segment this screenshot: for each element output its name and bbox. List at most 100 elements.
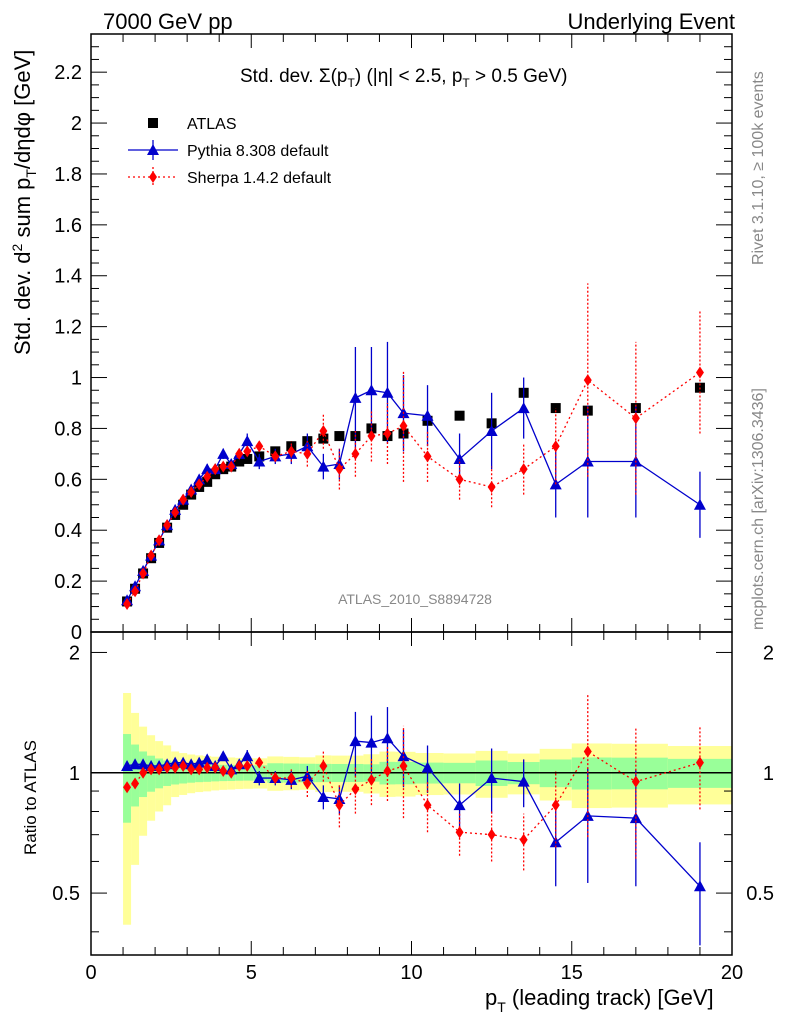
watermark-analysis-id: ATLAS_2010_S8894728 <box>338 591 492 607</box>
ratio-point <box>319 759 328 772</box>
ratio-point <box>201 753 214 765</box>
data-point <box>349 391 362 403</box>
ratio-point <box>147 763 156 776</box>
plot-title: Std. dev. Σ(pT) (|η| < 2.5, pT > 0.5 GeV… <box>240 66 567 90</box>
y-tick-label: 0.4 <box>54 520 82 542</box>
data-point <box>131 585 140 598</box>
data-point <box>242 453 253 464</box>
ratio-y-tick-label: 2 <box>69 642 80 664</box>
svg-text:pT (leading track) [GeV]: pT (leading track) [GeV] <box>485 985 714 1015</box>
x-axis-title: pT (leading track) [GeV] <box>485 985 714 1015</box>
x-tick-label: 15 <box>561 962 583 984</box>
y-tick-label: 2 <box>71 113 82 135</box>
ratio-point <box>255 756 264 769</box>
y-tick-label: 1.8 <box>54 164 82 186</box>
header-left: 7000 GeV pp <box>103 9 233 34</box>
ratio-series-line <box>126 737 701 887</box>
data-point <box>287 445 296 458</box>
data-point <box>147 549 156 562</box>
data-point <box>219 460 228 473</box>
y-tick-label: 1 <box>71 368 82 390</box>
data-point <box>551 440 560 453</box>
side-label-top: Rivet 3.1.10, ≥ 100k events <box>750 71 767 265</box>
x-tick-label: 0 <box>85 962 96 984</box>
legend-marker <box>147 144 159 155</box>
y-tick-label: 0.8 <box>54 418 82 440</box>
ratio-point <box>131 777 140 790</box>
header-right: Underlying Event <box>567 9 735 34</box>
y-tick-label: 2.2 <box>54 62 82 84</box>
ratio-point <box>219 765 228 778</box>
band-inner <box>123 734 132 823</box>
data-point <box>211 463 220 476</box>
ratio-point <box>187 763 196 776</box>
x-tick-label: 10 <box>400 962 422 984</box>
svg-text:Std. dev. Σ(pT) (|η| < 2.5, pT: Std. dev. Σ(pT) (|η| < 2.5, pT > 0.5 GeV… <box>240 66 567 90</box>
side-label-bottom: mcplots.cern.ch [arXiv:1306.3436] <box>750 388 767 630</box>
data-point <box>195 478 204 491</box>
svg-text:Std. dev. d2 sum pT/dηdφ [GeV]: Std. dev. d2 sum pT/dηdφ [GeV] <box>9 50 39 355</box>
ratio-point <box>155 763 164 776</box>
ratio-point <box>203 761 212 774</box>
data-point <box>203 470 212 483</box>
legend-entry: Sherpa 1.4.2 default <box>128 167 332 187</box>
data-point <box>171 506 180 519</box>
ratio-y-tick-label-right: 2 <box>763 642 774 664</box>
ratio-point <box>217 750 230 762</box>
legend-marker <box>149 171 157 183</box>
x-tick-label: 20 <box>721 962 743 984</box>
data-point <box>243 445 252 458</box>
ratio-point <box>171 761 180 774</box>
ratio-series-line <box>126 750 701 841</box>
ratio-point <box>139 766 148 779</box>
ratio-point <box>335 799 344 812</box>
ratio-point <box>179 759 188 772</box>
data-point <box>217 447 230 459</box>
y-tick-label: 0.2 <box>54 571 82 593</box>
data-point <box>399 419 408 432</box>
ratio-point <box>193 756 206 768</box>
series-2 <box>123 283 704 871</box>
series-0 <box>122 382 705 607</box>
y-tick-label: 0 <box>71 622 82 644</box>
data-point <box>123 598 132 611</box>
ratio-point <box>519 833 528 846</box>
ratio-point <box>163 761 172 774</box>
ratio-point <box>365 736 378 748</box>
series-1 <box>121 341 706 946</box>
ratio-point <box>211 761 220 774</box>
legend-entry: ATLAS <box>148 116 237 133</box>
data-point <box>367 430 376 443</box>
legend: ATLAS Pythia 8.308 default Sherpa 1.4.2 de… <box>128 116 332 187</box>
data-point <box>334 431 345 442</box>
ratio-point <box>195 763 204 776</box>
ratio-point <box>351 783 360 796</box>
ratio-point <box>695 756 704 769</box>
ratio-point <box>129 758 142 770</box>
ratio-point <box>453 799 466 811</box>
ratio-point <box>383 765 392 778</box>
y-tick-label: 1.2 <box>54 317 82 339</box>
ratio-point <box>381 732 394 744</box>
series-layer <box>121 283 706 946</box>
ratio-point <box>241 750 254 762</box>
data-point <box>139 567 148 580</box>
ratio-point <box>303 777 312 790</box>
ratio-y-tick-label: 0.5 <box>52 883 80 905</box>
ratio-point <box>485 772 498 784</box>
ratio-point <box>693 880 706 892</box>
data-point <box>583 374 592 387</box>
data-point <box>421 409 434 421</box>
data-point <box>201 463 214 475</box>
data-point <box>423 450 432 463</box>
data-point <box>335 463 344 476</box>
ratio-point <box>583 745 592 758</box>
data-point <box>517 402 530 414</box>
ratio-point <box>397 750 410 762</box>
ratio-point <box>367 773 376 786</box>
data-point <box>581 455 594 467</box>
ratio-point <box>317 790 330 802</box>
data-point <box>455 473 464 486</box>
ratio-point <box>235 759 244 772</box>
